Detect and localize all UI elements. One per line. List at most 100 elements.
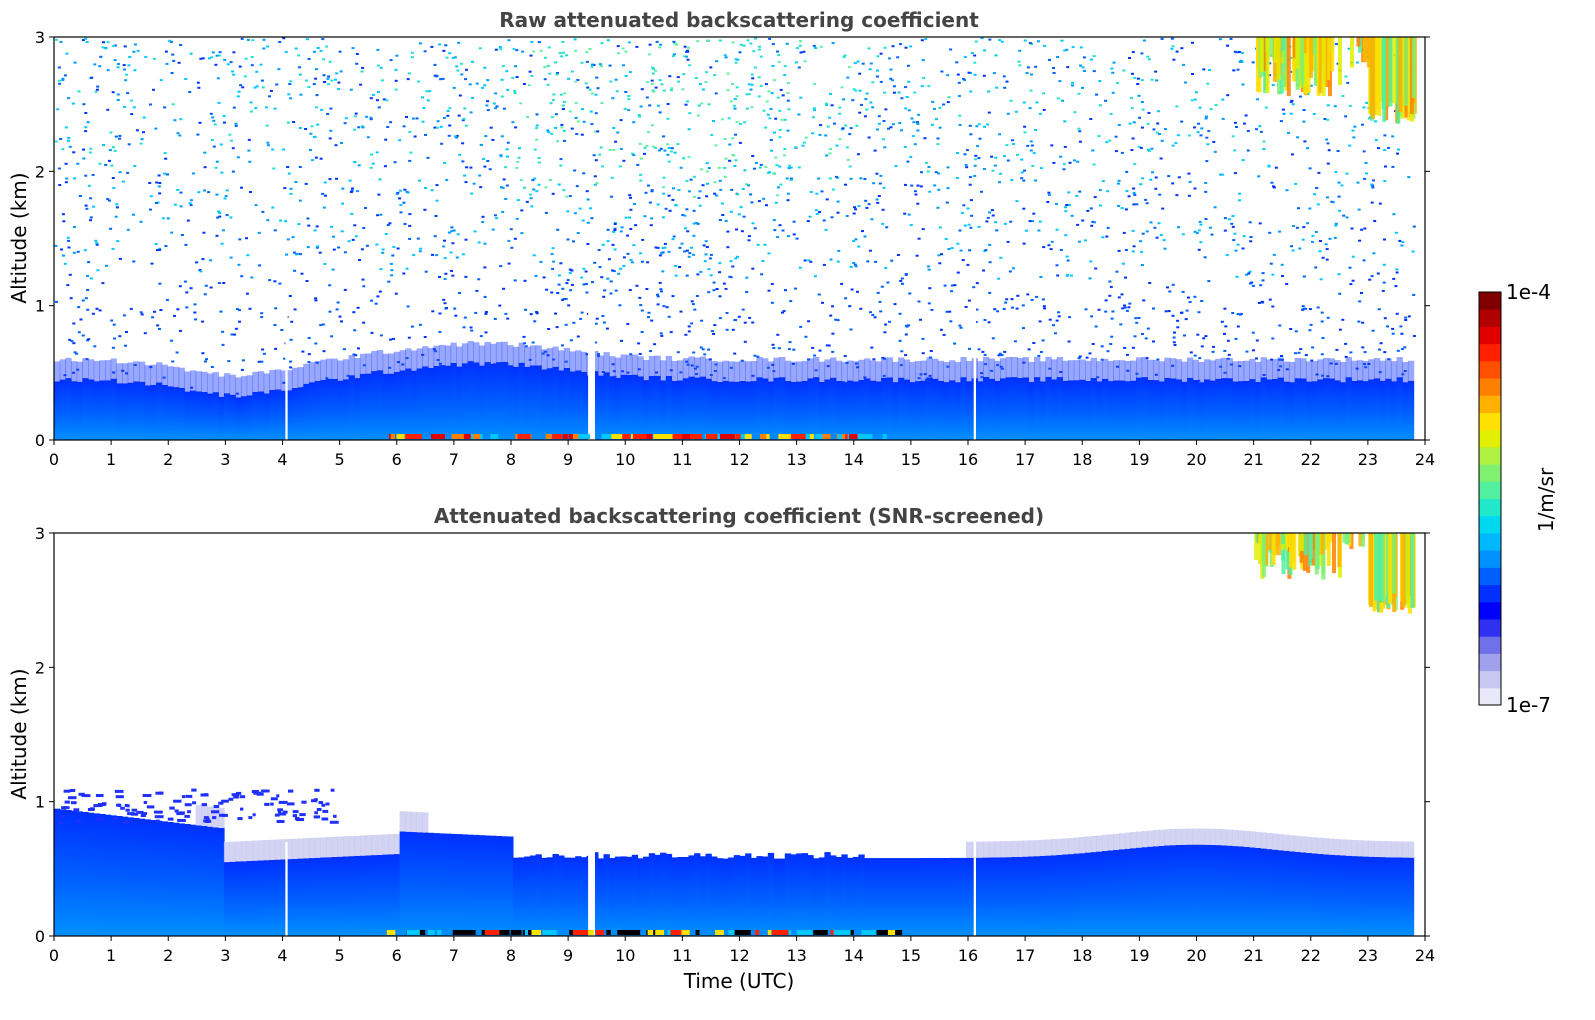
noise-speck bbox=[529, 54, 533, 57]
boundary-layer-column bbox=[716, 382, 724, 440]
noise-speck bbox=[316, 47, 320, 49]
noise-speck bbox=[1258, 125, 1262, 128]
noise-speck bbox=[127, 143, 131, 146]
noise-speck bbox=[884, 323, 888, 326]
noise-speck bbox=[433, 63, 437, 66]
noise-speck bbox=[686, 230, 690, 233]
noise-speck bbox=[500, 186, 503, 189]
noise-speck bbox=[712, 120, 715, 122]
screened-fringe bbox=[416, 812, 423, 833]
cloud-column bbox=[1265, 37, 1270, 93]
boundary-layer-column bbox=[529, 365, 537, 440]
noise-speck bbox=[351, 238, 355, 241]
surface-echo bbox=[569, 930, 575, 935]
noise-speck bbox=[701, 88, 705, 91]
noise-speck bbox=[335, 177, 338, 180]
boundary-layer-column bbox=[546, 368, 554, 440]
boundary-layer-fringe bbox=[303, 363, 310, 384]
y-tick-label: 0 bbox=[35, 431, 45, 450]
boundary-layer-fringe bbox=[1147, 359, 1154, 380]
boundary-layer-column bbox=[597, 858, 605, 936]
aerosol-patch bbox=[69, 789, 76, 792]
noise-speck bbox=[1188, 180, 1192, 183]
noise-speck bbox=[544, 211, 548, 214]
noise-speck bbox=[554, 126, 557, 129]
noise-speck bbox=[361, 126, 365, 129]
noise-speck bbox=[1042, 246, 1046, 249]
boundary-layer-column bbox=[1034, 377, 1041, 440]
boundary-layer-column bbox=[1362, 856, 1369, 936]
noise-speck bbox=[899, 279, 903, 282]
noise-speck bbox=[501, 65, 505, 68]
aerosol-patch bbox=[184, 814, 190, 818]
boundary-layer-column bbox=[1277, 377, 1284, 440]
boundary-layer-column bbox=[580, 372, 588, 440]
boundary-layer-column bbox=[824, 379, 831, 440]
noise-speck bbox=[1071, 46, 1075, 49]
boundary-layer-column bbox=[779, 858, 786, 936]
noise-speck bbox=[170, 339, 173, 342]
cloud-column bbox=[1321, 533, 1326, 580]
noise-speck bbox=[917, 300, 921, 303]
noise-speck bbox=[789, 178, 793, 181]
noise-speck bbox=[1407, 315, 1411, 318]
noise-speck bbox=[72, 226, 76, 228]
noise-speck bbox=[64, 181, 68, 184]
screened-fringe bbox=[1221, 829, 1228, 846]
noise-speck bbox=[274, 307, 278, 310]
noise-speck bbox=[450, 230, 454, 233]
noise-speck bbox=[652, 90, 656, 93]
noise-speck bbox=[794, 61, 798, 64]
noise-speck bbox=[468, 83, 472, 86]
noise-speck bbox=[113, 44, 117, 47]
colorbar-cell bbox=[1479, 429, 1501, 448]
noise-speck bbox=[1334, 171, 1338, 174]
noise-speck bbox=[627, 41, 631, 44]
noise-speck bbox=[1303, 140, 1307, 143]
noise-speck bbox=[772, 347, 776, 349]
noise-speck bbox=[360, 125, 364, 128]
noise-speck bbox=[319, 324, 323, 327]
screened-fringe bbox=[1266, 833, 1273, 850]
noise-speck bbox=[163, 172, 166, 175]
noise-speck bbox=[696, 222, 700, 225]
noise-speck bbox=[491, 138, 495, 141]
noise-speck bbox=[907, 324, 911, 327]
noise-speck bbox=[1320, 311, 1324, 314]
noise-speck bbox=[500, 95, 504, 98]
noise-speck bbox=[930, 123, 934, 126]
noise-speck bbox=[860, 103, 863, 106]
noise-speck bbox=[689, 178, 693, 181]
boundary-layer-column bbox=[1164, 377, 1171, 440]
boundary-layer-column bbox=[886, 377, 893, 440]
noise-speck bbox=[474, 311, 478, 314]
noise-speck bbox=[818, 133, 822, 136]
noise-speck bbox=[845, 361, 849, 364]
noise-speck bbox=[690, 322, 694, 325]
noise-speck bbox=[110, 319, 114, 322]
noise-speck bbox=[1147, 150, 1151, 153]
noise-speck bbox=[220, 171, 224, 174]
noise-speck bbox=[209, 286, 213, 289]
noise-speck bbox=[1131, 51, 1135, 54]
noise-speck bbox=[998, 39, 1002, 42]
noise-speck bbox=[977, 157, 981, 159]
noise-speck bbox=[394, 292, 398, 295]
boundary-layer-fringe bbox=[291, 367, 299, 388]
noise-speck bbox=[975, 125, 979, 128]
boundary-layer-column bbox=[1345, 855, 1352, 936]
noise-speck bbox=[712, 289, 716, 292]
noise-speck bbox=[768, 37, 772, 40]
noise-speck bbox=[1344, 342, 1348, 345]
x-tick-label: 21 bbox=[1243, 450, 1263, 469]
noise-speck bbox=[1101, 180, 1105, 183]
boundary-layer-column bbox=[524, 856, 531, 936]
noise-speck bbox=[1231, 225, 1235, 228]
noise-speck bbox=[156, 324, 160, 327]
boundary-layer-column bbox=[790, 854, 797, 936]
noise-speck bbox=[975, 308, 979, 311]
cloud-column bbox=[1391, 533, 1396, 594]
noise-speck bbox=[758, 166, 762, 169]
noise-speck bbox=[1306, 222, 1310, 225]
noise-speck bbox=[1145, 357, 1149, 360]
